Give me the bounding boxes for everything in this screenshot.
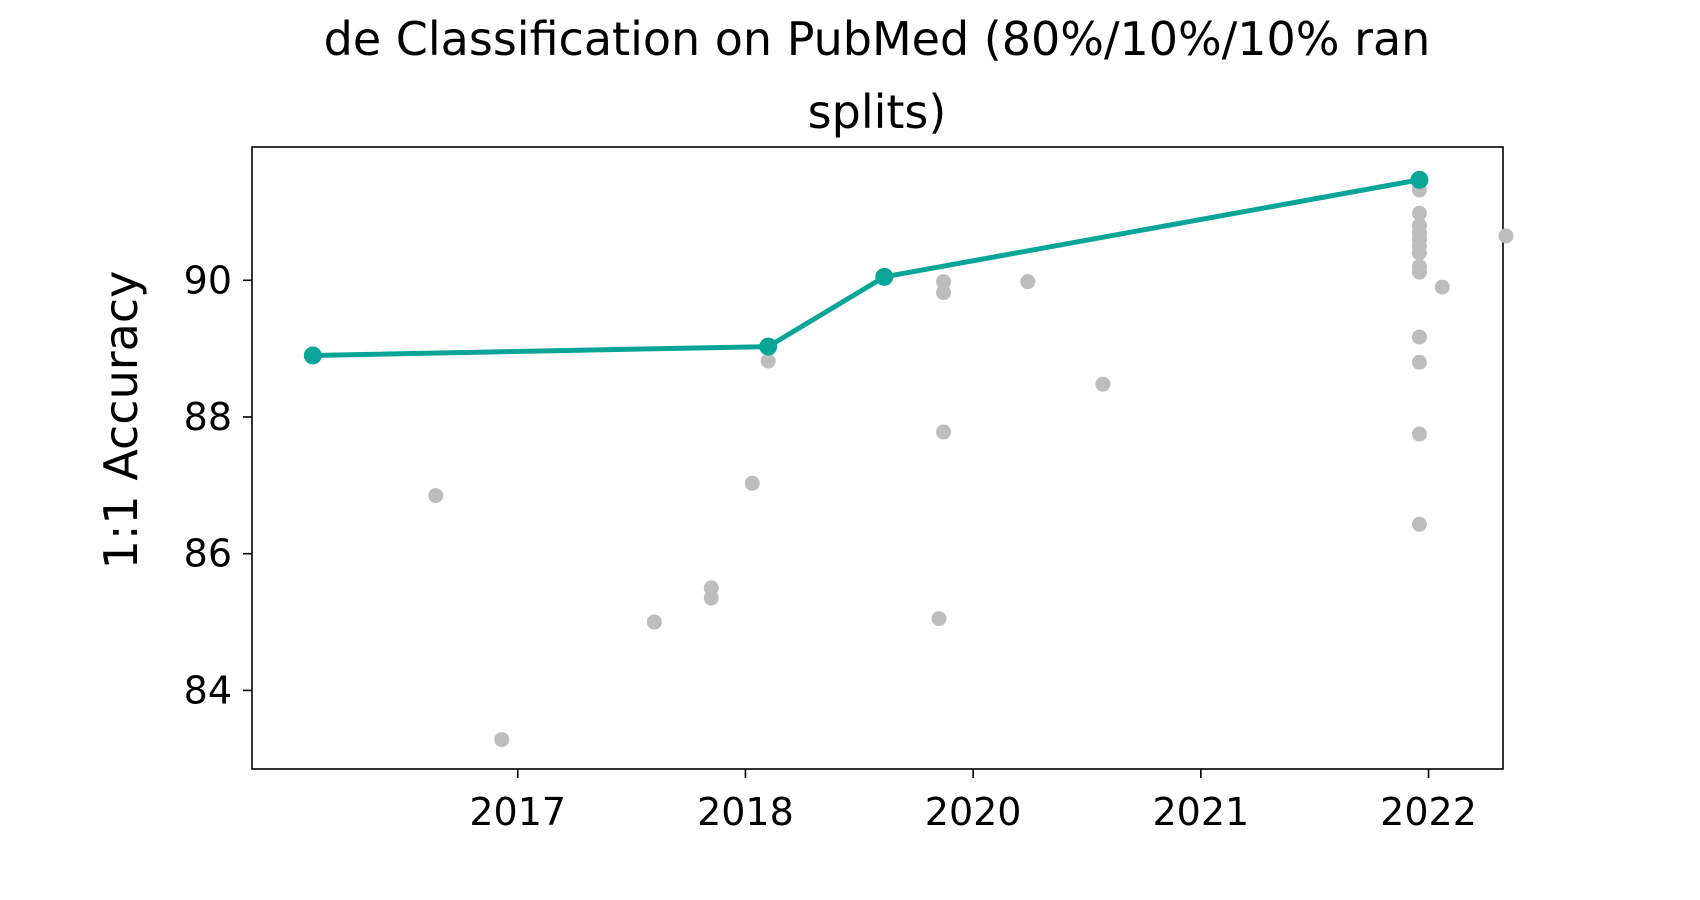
scatter-point-other (1411, 426, 1427, 442)
scatter-point-other (1498, 228, 1514, 244)
chart-title-line: de Classification on PubMed (80%/10%/10%… (324, 12, 1431, 66)
y-tick-label: 84 (184, 668, 232, 712)
frontier-line (310, 177, 1422, 358)
chart-title-line: splits) (808, 85, 947, 139)
y-tick-label: 88 (184, 395, 232, 439)
y-tick-label: 86 (184, 532, 232, 576)
scatter-point-other (760, 353, 776, 369)
y-tick-label: 90 (184, 258, 232, 302)
plot-frame (251, 146, 1504, 770)
scatter-point-other (936, 424, 952, 440)
scatter-point-other (494, 732, 510, 748)
x-axis: 2017 2018 2020 2021 2022 (469, 769, 1477, 834)
chart-title: de Classification on PubMed (80%/10%/10%… (324, 12, 1431, 139)
frontier-point (1410, 170, 1429, 189)
frontier-point (759, 337, 778, 356)
series-lines (310, 177, 1422, 358)
x-tick-label: 2018 (697, 790, 794, 834)
scatter-point-other (1411, 231, 1427, 247)
series-points (303, 170, 1514, 748)
x-tick-label: 2020 (925, 790, 1022, 834)
scatter-point-other (1020, 274, 1036, 290)
frontier-point (875, 267, 894, 286)
plot-area (251, 146, 1504, 770)
y-axis-label: 1:1 Accuracy (94, 271, 148, 570)
scatter-point-other (1411, 516, 1427, 532)
scatter-point-other (1095, 376, 1111, 392)
scatter-point-other (1411, 329, 1427, 345)
scatter-point-other (744, 475, 760, 491)
scatter-point-other (1411, 245, 1427, 261)
scatter-point-other (1434, 279, 1450, 295)
scatter-point-other (936, 285, 952, 301)
x-tick-label: 2017 (469, 790, 566, 834)
scatter-point-other (428, 488, 444, 504)
x-tick-label: 2022 (1380, 790, 1477, 834)
y-axis: 84 86 88 90 (184, 258, 252, 712)
scatter-point-other (646, 614, 662, 630)
x-tick-label: 2021 (1152, 790, 1249, 834)
frontier-point (303, 346, 322, 365)
scatter-point-other (703, 590, 719, 606)
scatter-point-other (1411, 354, 1427, 370)
scatter-point-other (1411, 264, 1427, 280)
scatter-point-other (931, 611, 947, 627)
scatter-point-other (936, 274, 952, 290)
scatter-point-other (703, 580, 719, 596)
scatter-point-other (1411, 205, 1427, 221)
